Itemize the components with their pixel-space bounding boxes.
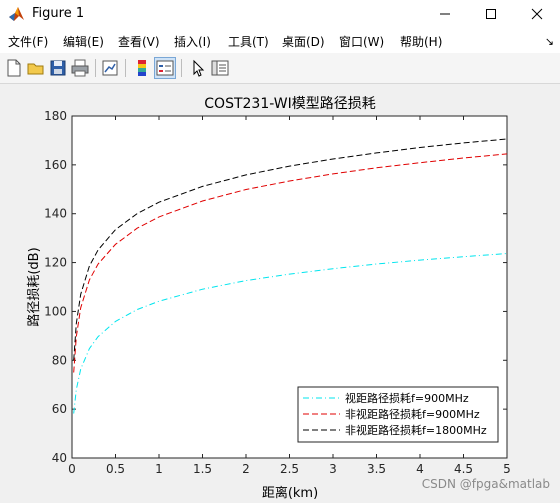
x-tick-label: 2 — [242, 462, 250, 476]
y-tick-label: 140 — [44, 207, 67, 221]
toolbar-separator — [125, 59, 126, 77]
legend-button[interactable] — [154, 57, 176, 79]
menu-bar: 文件(F) 编辑(E) 查看(V) 插入(I) 工具(T) 桌面(D) 窗口(W… — [0, 29, 560, 53]
menu-desktop[interactable]: 桌面(D) — [282, 35, 325, 49]
legend[interactable]: 视距路径损耗f=900MHz 非视距路径损耗f=900MHz 非视距路径损耗f=18… — [297, 386, 499, 443]
close-button[interactable] — [514, 0, 560, 29]
minimize-button[interactable] — [422, 0, 468, 29]
new-figure-button[interactable] — [4, 58, 24, 78]
print-button[interactable] — [70, 58, 90, 78]
y-tick-label: 160 — [44, 158, 67, 172]
close-icon — [531, 8, 543, 20]
x-tick-label: 1 — [155, 462, 163, 476]
open-file-button[interactable] — [26, 58, 46, 78]
link-plot-icon — [102, 60, 118, 76]
x-tick-label: 4 — [416, 462, 424, 476]
y-tick-label: 100 — [44, 304, 67, 318]
x-tick-label: 0 — [68, 462, 76, 476]
x-tick-label: 1.5 — [193, 462, 212, 476]
toolbar — [0, 53, 560, 84]
new-figure-icon — [7, 59, 21, 77]
open-file-icon — [27, 63, 44, 75]
menu-window[interactable]: 窗口(W) — [339, 35, 385, 49]
legend-label-1: 非视距路径损耗f=900MHz — [345, 407, 480, 421]
title-bar: Figure 1 — [0, 0, 560, 29]
maximize-icon — [486, 9, 496, 19]
toolbar-separator — [95, 59, 96, 77]
property-editor-button[interactable] — [210, 58, 230, 78]
x-tick-label: 3 — [329, 462, 337, 476]
save-button[interactable] — [48, 58, 68, 78]
x-tick-label: 3.5 — [367, 462, 386, 476]
menu-edit[interactable]: 编辑(E) — [63, 35, 104, 49]
series-line-2 — [73, 138, 508, 361]
y-tick-label: 60 — [52, 402, 67, 416]
x-tick-label: 4.5 — [454, 462, 473, 476]
menu-insert[interactable]: 插入(I) — [174, 35, 211, 49]
legend-label-2: 非视距路径损耗f=1800MHz — [345, 423, 487, 437]
menu-view[interactable]: 查看(V) — [118, 35, 160, 49]
colorbar-button[interactable] — [132, 58, 152, 78]
print-icon — [71, 59, 89, 77]
pointer-icon — [193, 59, 205, 77]
pointer-button[interactable] — [188, 58, 208, 78]
dock-arrow-icon[interactable]: ↘ — [544, 35, 554, 48]
series-line-0 — [73, 253, 508, 414]
toolbar-separator — [181, 59, 182, 77]
y-axis-label: 路径损耗(dB) — [26, 247, 42, 326]
save-icon — [50, 60, 66, 76]
menu-help[interactable]: 帮助(H) — [400, 35, 443, 49]
colorbar-icon — [138, 60, 146, 76]
maximize-button[interactable] — [468, 0, 514, 29]
series-line-1 — [73, 153, 508, 373]
matlab-logo-icon — [9, 7, 24, 21]
minimize-icon — [440, 13, 450, 15]
legend-icon — [156, 60, 174, 76]
property-editor-icon — [211, 60, 229, 76]
y-tick-label: 120 — [44, 256, 67, 270]
x-axis-label: 距离(km) — [262, 485, 318, 501]
watermark: CSDN @fpga&matlab — [421, 477, 550, 491]
y-tick-label: 180 — [44, 109, 67, 123]
x-tick-label: 0.5 — [106, 462, 125, 476]
y-tick-label: 40 — [52, 451, 67, 465]
legend-label-0: 视距路径损耗f=900MHz — [345, 391, 469, 405]
line-chart[interactable]: COST231-WI模型路径损耗 距离(km) 路径损耗(dB) 0 0.5 1 1.… — [0, 84, 560, 503]
y-tick-label: 80 — [52, 353, 67, 367]
menu-file[interactable]: 文件(F) — [8, 35, 49, 49]
link-plot-button[interactable] — [100, 58, 120, 78]
menu-tools[interactable]: 工具(T) — [228, 35, 269, 49]
x-tick-label: 2.5 — [280, 462, 299, 476]
chart-title: COST231-WI模型路径损耗 — [204, 96, 375, 112]
x-tick-label: 5 — [503, 462, 511, 476]
window-title: Figure 1 — [32, 6, 85, 21]
